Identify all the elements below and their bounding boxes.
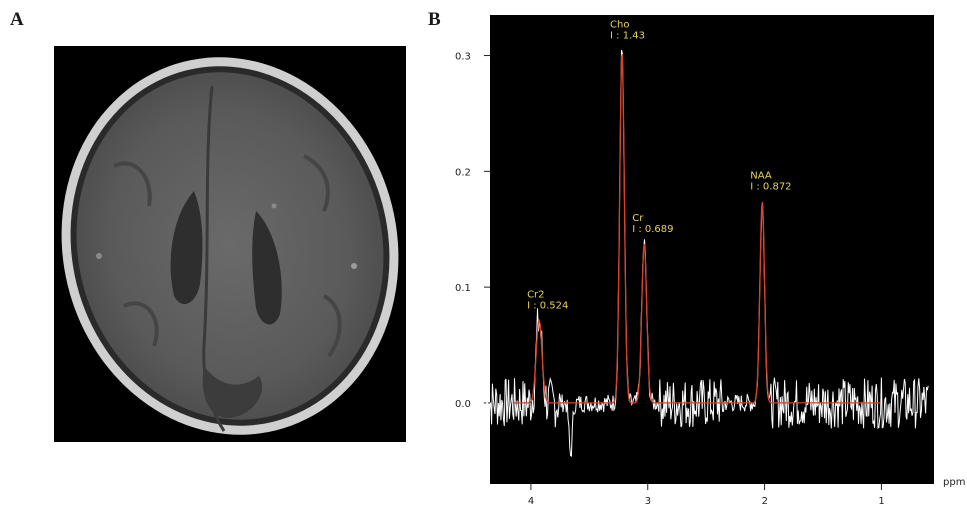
fit-curve-line xyxy=(513,53,881,404)
y-tick-label: 0.1 xyxy=(455,283,471,294)
peak-name-label: Cr2 xyxy=(527,290,544,301)
panel-label-a: A xyxy=(10,9,24,30)
peak-name-label: Cho xyxy=(610,20,629,31)
x-axis-label: ppm xyxy=(943,477,965,488)
x-tick-label: 2 xyxy=(762,496,768,507)
peak-integral-label: I : 0.524 xyxy=(527,301,568,312)
peak-name-label: Cr xyxy=(632,213,644,224)
peak-integral-label: I : 0.872 xyxy=(750,181,791,192)
mri-brain-image xyxy=(54,46,406,442)
y-tick-label: 0.2 xyxy=(455,167,471,178)
brain-structures xyxy=(96,85,357,432)
x-tick-label: 1 xyxy=(878,496,884,507)
y-tick-label: 0.3 xyxy=(455,52,471,63)
skull-outline xyxy=(61,57,399,435)
spectrum-traces xyxy=(486,49,929,457)
x-tick-label: 4 xyxy=(528,496,534,507)
peak-integral-label: I : 1.43 xyxy=(610,31,645,42)
raw-spectrum-line xyxy=(486,49,929,457)
x-tick-label: 3 xyxy=(645,496,651,507)
peak-name-label: NAA xyxy=(750,170,772,181)
y-tick-label: 0.0 xyxy=(455,399,471,410)
y-axis: 0.0 0.1 0.2 0.3 xyxy=(455,52,490,410)
x-axis: 4 3 2 1 xyxy=(528,484,885,507)
panel-label-b: B xyxy=(428,9,441,30)
peak-integral-label: I : 0.689 xyxy=(632,224,673,235)
